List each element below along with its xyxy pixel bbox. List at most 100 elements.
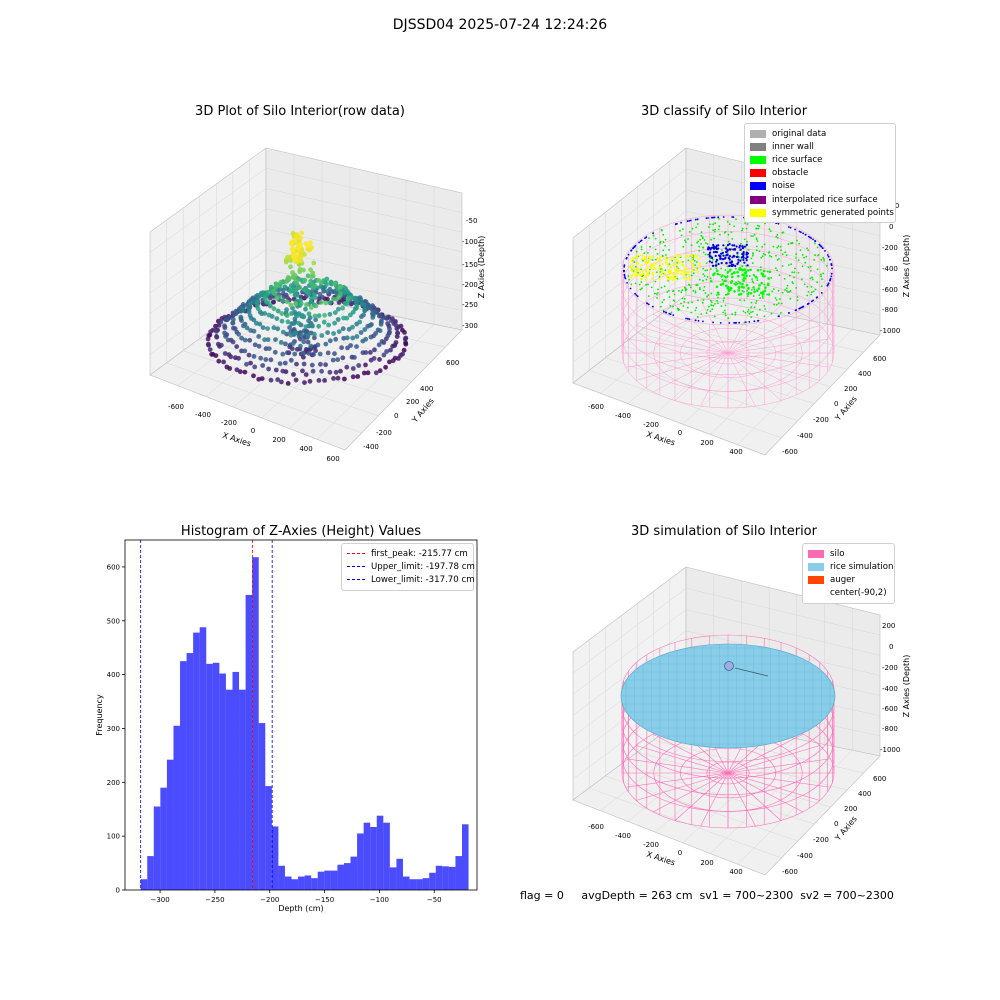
- noise-point: [777, 222, 780, 225]
- symmetric-point: [657, 267, 660, 270]
- rice-surface-point: [737, 293, 741, 296]
- raw-data-point: [290, 341, 296, 346]
- sim-ztick-4: -600: [882, 705, 898, 713]
- symmetric-point: [632, 264, 635, 267]
- histogram-bar: [363, 822, 371, 890]
- noise-point: [688, 219, 691, 222]
- raw-data-point: [365, 370, 371, 376]
- histogram-x-tick-label: −50: [427, 896, 442, 904]
- grid-line: [589, 370, 782, 439]
- rice-surface-point: [816, 268, 819, 271]
- raw-data-point: [403, 340, 408, 346]
- rice-surface-point: [809, 265, 812, 268]
- cls-xtick-3: 0: [678, 429, 682, 437]
- raw-data-point: [302, 380, 307, 385]
- noise-point: [743, 261, 746, 264]
- histogram-bar: [357, 833, 364, 890]
- rice-surface-point: [657, 288, 659, 291]
- classify-panel-title: 3D classify of Silo Interior: [640, 104, 808, 119]
- raw-data-point: [332, 281, 338, 287]
- noise-point: [798, 307, 801, 310]
- symmetric-point: [647, 258, 650, 262]
- rice-surface-point: [796, 296, 799, 298]
- noise-point: [731, 244, 734, 247]
- raw-data-point: [227, 366, 233, 371]
- noise-point: [744, 321, 747, 324]
- rice-surface-point: [764, 253, 767, 256]
- rice-surface-point: [776, 233, 779, 236]
- raw-data-point: [218, 319, 224, 325]
- rice-surface-point: [767, 293, 771, 296]
- rice-surface-point: [752, 252, 754, 255]
- grid-line: [605, 775, 798, 842]
- raw-data-point: [288, 241, 294, 246]
- rice-surface-point: [764, 286, 767, 289]
- rice-surface-point: [753, 286, 755, 288]
- raw-data-point: [290, 248, 296, 253]
- rice-surface-point: [745, 274, 748, 278]
- raw-data-point: [378, 319, 384, 325]
- rice-surface-point: [807, 266, 810, 269]
- rice-surface-point: [736, 282, 739, 285]
- classify-legend-swatch: [750, 182, 766, 191]
- simulation-legend-label: center(-90,2): [830, 588, 887, 599]
- raw-data-point: [263, 357, 269, 362]
- rice-surface-point: [740, 242, 742, 245]
- cls-ytick-2: 200: [844, 385, 857, 393]
- raw-data-point: [222, 351, 228, 356]
- rice-surface-point: [668, 249, 670, 251]
- noise-point: [722, 244, 725, 247]
- symmetric-point: [696, 270, 699, 274]
- raw-data-point: [363, 362, 368, 368]
- center-line: [734, 667, 769, 677]
- histogram-bar: [435, 865, 443, 890]
- rice-surface-point: [763, 315, 766, 318]
- noise-point: [711, 256, 714, 260]
- rice-surface-point: [750, 306, 753, 309]
- raw-data-point: [316, 313, 322, 319]
- rice-surface-point: [696, 261, 698, 263]
- silo-floor-spoke: [636, 772, 729, 801]
- cls-ztick-5: -800: [882, 306, 898, 314]
- histogram-y-tick-label: 300: [107, 725, 120, 733]
- rice-surface-point: [699, 288, 701, 291]
- raw-data-point: [361, 370, 367, 376]
- raw-data-point: [363, 336, 369, 342]
- grid-line: [653, 319, 848, 370]
- raw-data-point: [393, 322, 399, 328]
- raw-data-point: [255, 299, 261, 305]
- noise-point: [715, 260, 718, 263]
- noise-point: [742, 258, 745, 261]
- symmetric-point: [641, 270, 644, 273]
- rice-surface-point: [672, 290, 674, 293]
- raw-data-point: [332, 351, 337, 357]
- rice-surface-point: [724, 304, 727, 307]
- rice-surface-point: [801, 265, 804, 268]
- rice-surface-point: [695, 226, 697, 229]
- histogram-frame: [124, 539, 478, 891]
- raw-data-point: [298, 332, 304, 338]
- rice-surface-point: [720, 305, 723, 307]
- raw-data-point: [222, 330, 228, 336]
- symmetric-point: [697, 257, 700, 260]
- raw-data-point: [368, 334, 374, 340]
- rice-surface-point: [810, 286, 813, 288]
- raw-data-point: [322, 312, 327, 318]
- sim-xtick-2: -200: [643, 841, 659, 849]
- symmetric-point: [646, 273, 649, 276]
- rice-surface-point: [676, 307, 679, 310]
- raw-data-point: [358, 330, 364, 335]
- rice-surface-point: [726, 286, 729, 290]
- raw-data-point: [280, 351, 286, 357]
- rice-surface-point: [763, 305, 766, 307]
- raw-data-point: [316, 278, 322, 283]
- rice-surface-point: [759, 308, 761, 311]
- silo-floor-spoke: [625, 772, 729, 788]
- symmetric-point: [695, 268, 698, 271]
- raw-data-point: [301, 361, 307, 367]
- symmetric-point: [653, 267, 657, 270]
- raw-data-point: [357, 319, 363, 325]
- rice-surface-point: [762, 274, 765, 278]
- noise-point: [629, 287, 632, 290]
- rice-surface-point: [715, 285, 719, 289]
